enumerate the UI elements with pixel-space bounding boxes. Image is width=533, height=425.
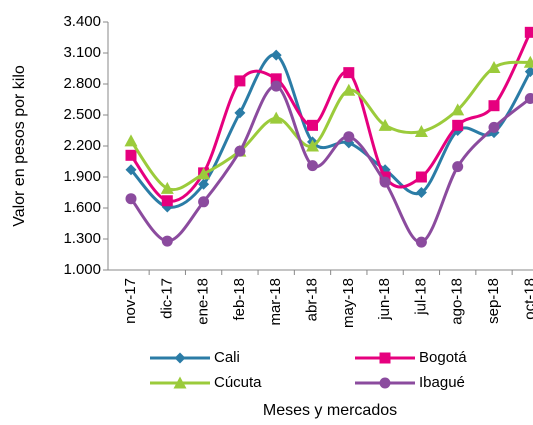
x-tick-label: jul-18 xyxy=(412,278,429,316)
y-axis-label: Valor en pesos por kilo xyxy=(11,65,28,227)
marker xyxy=(198,178,210,190)
x-tick-label: nov-17 xyxy=(122,278,139,324)
marker xyxy=(234,107,246,119)
x-tick-label: ago-18 xyxy=(449,278,466,325)
marker xyxy=(343,131,355,143)
marker xyxy=(343,67,355,79)
legend-label: Cali xyxy=(214,349,240,366)
marker xyxy=(415,236,427,248)
marker xyxy=(524,92,533,104)
marker xyxy=(270,73,282,85)
marker xyxy=(269,111,283,124)
y-tick-label: 3.400 xyxy=(63,13,101,30)
y-tick-label: 1.300 xyxy=(63,230,101,247)
x-tick-label: sep-18 xyxy=(485,278,502,324)
marker xyxy=(174,352,186,364)
marker xyxy=(270,49,282,61)
marker xyxy=(125,164,137,176)
marker xyxy=(198,196,210,208)
y-tick-label: 1.600 xyxy=(63,199,101,216)
marker xyxy=(234,75,246,87)
x-tick-label: dic-17 xyxy=(158,278,175,319)
marker xyxy=(451,103,465,116)
y-tick-label: 2.800 xyxy=(63,75,101,92)
marker xyxy=(488,100,500,112)
marker xyxy=(125,193,137,205)
marker xyxy=(307,160,318,172)
x-tick-label: ene-18 xyxy=(195,278,212,325)
marker xyxy=(414,125,428,138)
legend-label: Bogotá xyxy=(419,349,467,366)
legend-label: Ibagué xyxy=(419,374,465,391)
marker xyxy=(524,66,533,78)
marker xyxy=(452,119,464,131)
y-tick-label: 1.900 xyxy=(63,168,101,185)
series-line xyxy=(129,53,532,209)
marker xyxy=(415,171,427,183)
y-tick-label: 1.000 xyxy=(63,261,101,278)
marker xyxy=(379,176,391,188)
marker xyxy=(342,83,356,96)
series-line xyxy=(129,60,531,192)
marker xyxy=(161,235,173,247)
marker xyxy=(378,118,392,131)
y-tick-label: 2.500 xyxy=(63,106,101,123)
marker xyxy=(488,121,500,133)
marker xyxy=(270,80,282,92)
series-line xyxy=(129,84,532,244)
legend-label: Cúcuta xyxy=(214,374,262,391)
x-tick-label: abr-18 xyxy=(303,278,320,321)
x-tick-label: oct-18 xyxy=(521,278,533,320)
marker xyxy=(415,187,427,198)
y-tick-label: 3.100 xyxy=(63,44,101,61)
x-tick-label: feb-18 xyxy=(231,278,248,321)
marker xyxy=(379,377,391,389)
marker xyxy=(173,376,187,389)
x-tick-label: may-18 xyxy=(340,278,357,328)
marker xyxy=(160,181,174,194)
marker xyxy=(452,161,464,173)
marker xyxy=(306,139,319,152)
marker xyxy=(523,55,533,68)
marker xyxy=(379,352,391,364)
marker xyxy=(307,119,318,131)
marker xyxy=(125,149,137,161)
y-tick-label: 2.200 xyxy=(63,137,101,154)
marker xyxy=(234,145,246,157)
x-axis-label: Meses y mercados xyxy=(263,402,397,419)
marker xyxy=(524,26,533,38)
x-tick-label: jun-18 xyxy=(376,278,393,321)
x-tick-label: mar-18 xyxy=(267,278,284,326)
marker xyxy=(161,195,173,207)
marker xyxy=(487,60,501,73)
marker xyxy=(197,167,211,180)
marker xyxy=(124,134,138,147)
